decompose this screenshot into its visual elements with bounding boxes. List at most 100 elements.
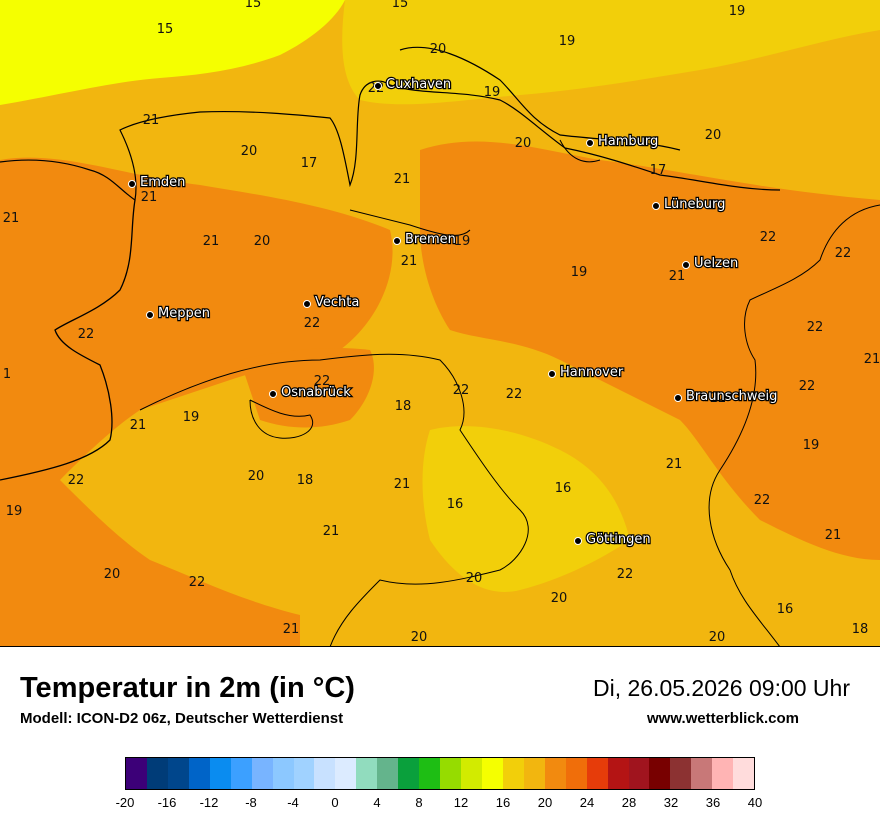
temperature-value: 19: [454, 234, 471, 249]
elbe-estuary: [399, 46, 681, 151]
temperature-value: 22: [189, 575, 206, 590]
temperature-value: 21: [3, 211, 20, 226]
temperature-value: 19: [183, 410, 200, 425]
temperature-numbers: 15 15 15 19 19 20 19 22 17 21 20 20 20 17 21 19 21 20 21 21…: [3, 0, 880, 645]
colorbar-tick-label: -8: [245, 795, 257, 810]
temperature-value: 17: [650, 163, 667, 178]
colorbar-tick-label: 20: [537, 795, 553, 810]
temperature-value: 20: [104, 567, 121, 582]
colorbar-tick-label: 36: [705, 795, 721, 810]
temperature-value: 15: [392, 0, 409, 11]
city-emden: Emden: [128, 174, 187, 191]
colorbar-tick-label: 24: [579, 795, 595, 810]
colorbar-segment: [293, 758, 315, 789]
city-dot: [586, 139, 594, 147]
website-link[interactable]: www.wetterblick.com: [647, 710, 799, 727]
temperature-value: 21: [203, 234, 220, 249]
city-osnabrück: Osnabrück: [269, 384, 352, 401]
city-label: Emden: [140, 175, 185, 190]
temperature-value: 21: [323, 524, 340, 539]
border-east: [708, 204, 880, 646]
city-meppen: Meppen: [146, 305, 211, 322]
temperature-value: 20: [709, 630, 726, 645]
city-markers: Cuxhaven Hamburg Emden Bremen Lüneburg Uelzen…: [128, 76, 779, 548]
temperature-value: 22: [617, 567, 634, 582]
city-label: Braunschweig: [686, 389, 777, 404]
colorbar-segment: [607, 758, 629, 789]
temperature-value: 16: [555, 481, 572, 496]
temperature-value: 20: [705, 128, 722, 143]
border-lower-saxony-south: [139, 353, 529, 646]
colorbar-tick-label: 12: [453, 795, 469, 810]
temperature-value: 21: [283, 622, 300, 637]
city-dot: [548, 370, 556, 378]
colorbar-segment: [586, 758, 608, 789]
colorbar-tick-label: 0: [331, 795, 339, 810]
city-göttingen: Göttingen: [574, 531, 652, 548]
temperature-value: 1: [3, 367, 11, 382]
colorbar-tick-label: -4: [287, 795, 299, 810]
temperature-value: 22: [710, 391, 727, 406]
temperature-value: 19: [803, 438, 820, 453]
colorbar-segment: [272, 758, 294, 789]
map-canvas: 15 15 15 19 19 20 19 22 17 21 20 20 20 17 21 19 21 20 21 21…: [0, 0, 880, 646]
temperature-map: 15 15 15 19 19 20 19 22 17 21 20 20 20 17 21 19 21 20 21 21…: [0, 0, 880, 647]
temperature-value: 21: [130, 418, 147, 433]
city-braunschweig: Braunschweig: [674, 388, 779, 405]
temperature-value: 20: [241, 144, 258, 159]
city-label: Meppen: [158, 306, 210, 321]
temperature-value: 21: [143, 113, 160, 128]
colorbar-tick-label: 16: [495, 795, 511, 810]
city-dot: [128, 180, 136, 188]
colorbar-tick-label: 32: [663, 795, 679, 810]
city-hannover: Hannover: [548, 364, 625, 381]
colorbar-segment: [167, 758, 189, 789]
temperature-value: 21: [401, 254, 418, 269]
city-uelzen: Uelzen: [682, 255, 739, 272]
border-osnabrueck: [249, 399, 313, 439]
colorbar-segment: [146, 758, 168, 789]
temperature-value: 20: [248, 469, 265, 484]
temperature-value: 16: [777, 602, 794, 617]
temperature-value: 22: [799, 379, 816, 394]
colorbar-segment: [126, 758, 147, 789]
temperature-value: 20: [430, 42, 447, 57]
temperature-value: 19: [559, 34, 576, 49]
colorbar-segment: [649, 758, 671, 789]
city-vechta: Vechta: [303, 294, 361, 311]
colorbar-segment: [440, 758, 461, 789]
city-dot: [682, 261, 690, 269]
temperature-value: 21: [825, 528, 842, 543]
temperature-value: 22: [68, 473, 85, 488]
temperature-value: 15: [157, 22, 174, 37]
border-hamburg-bremen: [349, 139, 601, 236]
temperature-colorbar: [125, 757, 755, 790]
city-label: Hannover: [560, 365, 624, 380]
colorbar-segment: [398, 758, 420, 789]
temperature-value: 22: [78, 327, 95, 342]
temperature-value: 21: [666, 457, 683, 472]
colorbar-segment: [628, 758, 650, 789]
colorbar-segment: [502, 758, 524, 789]
temperature-value: 20: [515, 136, 532, 151]
city-dot: [146, 311, 154, 319]
colorbar-segment: [670, 758, 692, 789]
colorbar-tick-label: 4: [373, 795, 381, 810]
colorbar-tick-label: -16: [157, 795, 177, 810]
city-dot: [374, 82, 382, 90]
field-hot-central: [420, 141, 880, 560]
colorbar-segment: [712, 758, 734, 789]
temperature-value: 22: [754, 493, 771, 508]
temperature-value: 21: [864, 352, 880, 367]
coastline: [0, 80, 781, 202]
temperature-value: 16: [447, 497, 464, 512]
city-dot: [652, 202, 660, 210]
colorbar-segment: [335, 758, 357, 789]
city-label: Bremen: [405, 232, 456, 247]
colorbar-segment: [565, 758, 587, 789]
temperature-value: 22: [453, 383, 470, 398]
temperature-value: 22: [760, 230, 777, 245]
city-dot: [674, 394, 682, 402]
field-mid-south: [422, 426, 630, 592]
city-lüneburg: Lüneburg: [652, 196, 727, 213]
